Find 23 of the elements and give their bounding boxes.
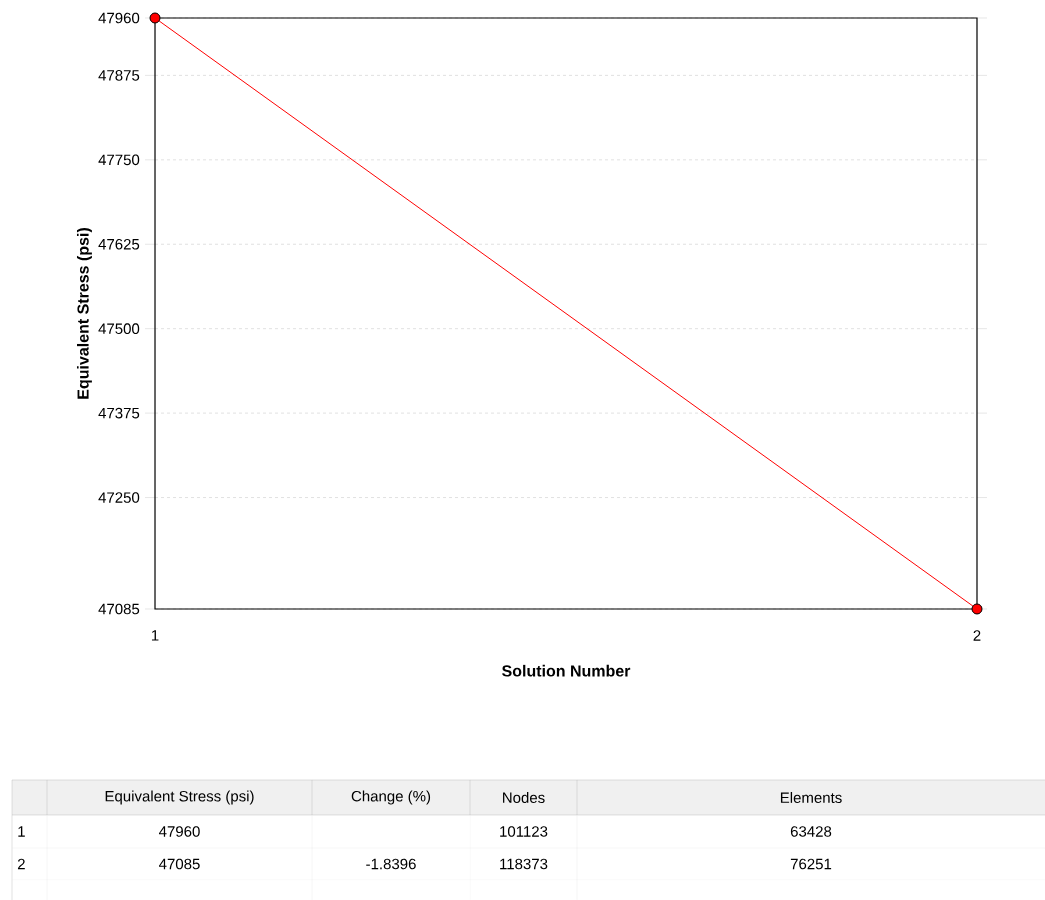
text: 1 — [18, 826, 25, 837]
y-tick-label: 47375 — [98, 407, 140, 419]
x-axis-title: Solution Number — [502, 664, 631, 677]
text: Nodes — [503, 791, 545, 803]
y-tick-label: 47960 — [98, 12, 140, 24]
text: Equivalent Stress (psi) — [105, 790, 254, 805]
y-tick-label: 47750 — [98, 154, 140, 166]
text: 47085 — [159, 858, 200, 870]
text: 2 — [17, 858, 25, 870]
text: Change (%) — [351, 790, 431, 805]
y-tick-label: 47500 — [98, 323, 140, 334]
text: 47960 — [159, 826, 200, 837]
text: 76251 — [790, 858, 832, 870]
text: -1.8396 — [366, 858, 416, 870]
y-axis-title: Equivalent Stress (psi) — [76, 228, 92, 399]
text: 101123 — [500, 826, 548, 837]
text: 63428 — [790, 826, 832, 837]
y-tick-label: 47085 — [98, 603, 140, 615]
text: Elements — [780, 791, 842, 803]
y-tick-label: 47250 — [98, 492, 140, 503]
text: 118373 — [500, 858, 548, 870]
y-tick-label: 47625 — [98, 238, 140, 250]
y-tick-label: 47875 — [98, 70, 140, 81]
